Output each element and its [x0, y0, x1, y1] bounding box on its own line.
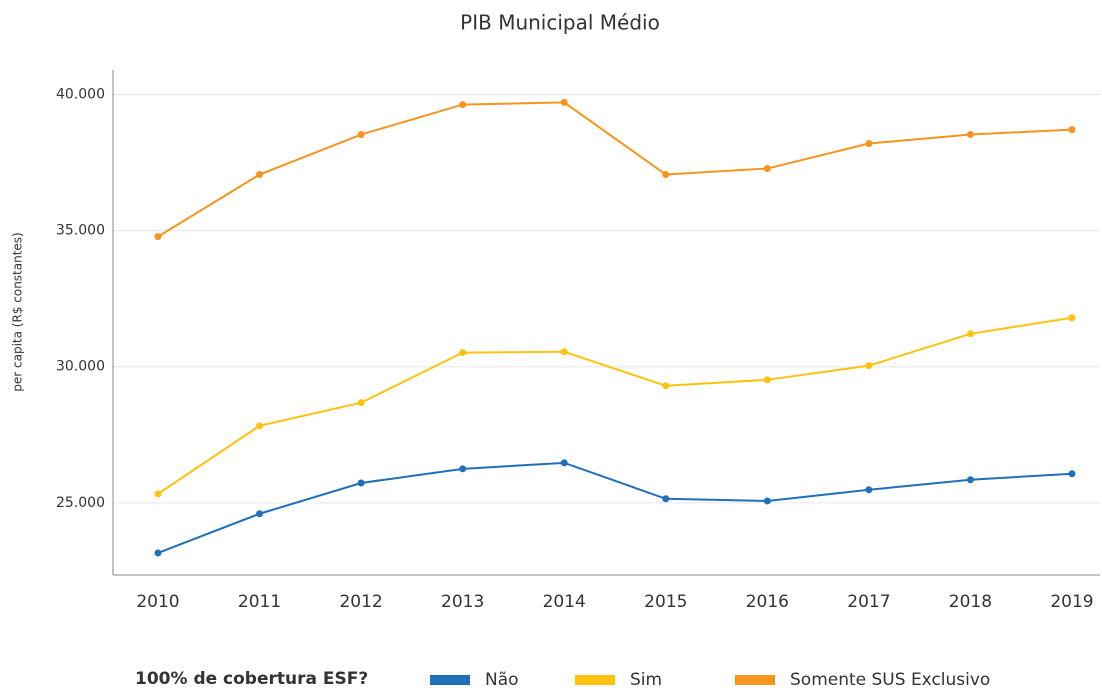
point [662, 495, 670, 503]
x-tick-label: 2010 [136, 592, 179, 612]
legend-swatch [735, 675, 775, 685]
point [865, 362, 873, 370]
y-tick-label: 35.000 [56, 223, 105, 239]
point [560, 98, 568, 106]
x-tick-label: 2013 [441, 592, 484, 612]
point [865, 486, 873, 494]
legend-swatch [430, 675, 470, 685]
point [560, 459, 568, 467]
point [662, 382, 670, 390]
point [662, 171, 670, 179]
y-tick-label: 30.000 [56, 359, 105, 375]
point [154, 549, 162, 557]
x-tick-label: 2017 [847, 592, 890, 612]
legend-title: 100% de cobertura ESF? [135, 669, 368, 689]
point [357, 399, 365, 407]
point [966, 476, 974, 484]
x-tick-label: 2019 [1050, 592, 1093, 612]
x-tick-label: 2015 [644, 592, 687, 612]
line [157, 101, 1073, 238]
legend-label: Não [485, 670, 519, 690]
legend-swatch [575, 675, 615, 685]
line [157, 461, 1073, 554]
y-tick-label: 25.000 [56, 495, 105, 511]
x-tick-label: 2016 [746, 592, 789, 612]
point [966, 131, 974, 139]
point [459, 349, 467, 357]
x-tick-label: 2014 [543, 592, 586, 612]
point [459, 101, 467, 109]
point [560, 348, 568, 356]
y-tick-label: 40.000 [56, 87, 105, 103]
point [459, 465, 467, 473]
point [1068, 126, 1076, 134]
point [154, 233, 162, 241]
line [157, 316, 1073, 495]
point [357, 479, 365, 487]
chart-title: PIB Municipal Médio [460, 11, 660, 35]
legend-label: Sim [630, 670, 662, 690]
point [1068, 314, 1076, 322]
point [357, 131, 365, 139]
point [966, 330, 974, 338]
point [154, 490, 162, 498]
legend-label: Somente SUS Exclusivo [790, 670, 990, 690]
point [763, 165, 771, 173]
point [763, 376, 771, 384]
point [256, 171, 264, 179]
point [256, 510, 264, 518]
x-tick-label: 2018 [949, 592, 992, 612]
x-tick-label: 2012 [339, 592, 382, 612]
x-tick-label: 2011 [238, 592, 281, 612]
y-axis-label: per capita (R$ constantes) [11, 232, 25, 391]
point [865, 140, 873, 148]
point [256, 422, 264, 430]
point [763, 497, 771, 505]
point [1068, 470, 1076, 478]
